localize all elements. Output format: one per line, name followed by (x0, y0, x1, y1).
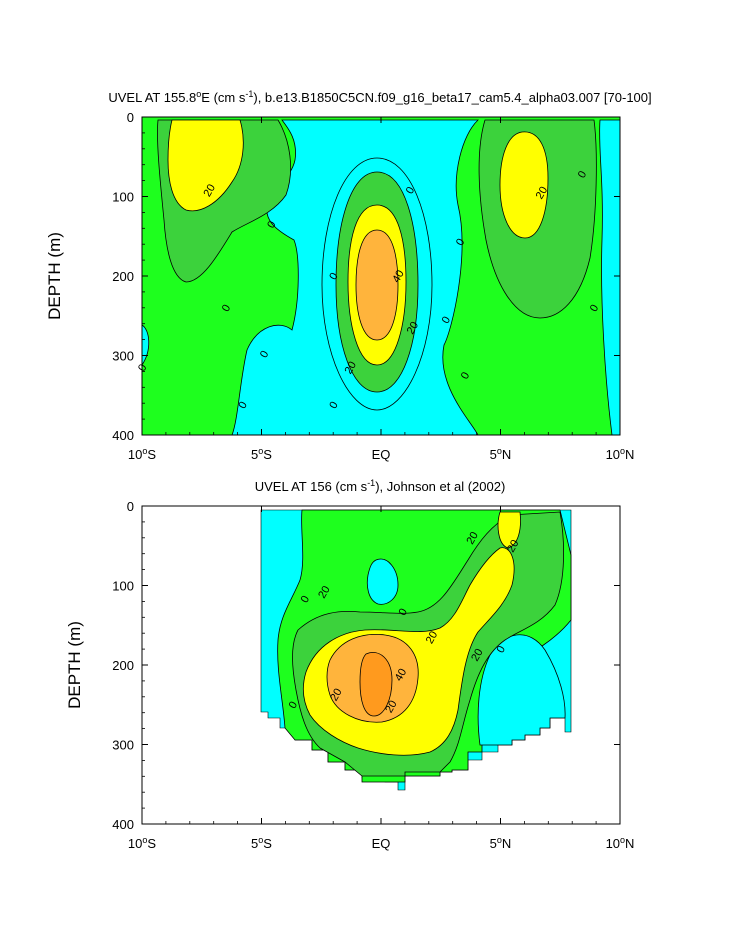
y-tick-label: 100 (112, 579, 134, 594)
contour-label: 0 (459, 370, 472, 381)
field-30-west (167, 119, 244, 212)
panel-model-plot: 20 0 0 0 0 0 0 0 0 40 20 20 0 0 0 20 0 0 (136, 117, 621, 436)
field-30-east (499, 131, 549, 239)
contour-label: 0 (397, 607, 410, 618)
contour-label: 20 (464, 530, 481, 547)
contour-label: 0 (220, 303, 233, 314)
contour-labels-obs: 20 0 0 20 40 20 20 20 0 20 20 0 (287, 530, 522, 715)
contour-label: 0 (576, 169, 589, 180)
x-tick-label: 10oN (606, 835, 635, 851)
x-axis-model: 10oS 5oS EQ 5oN 10oN (128, 117, 635, 462)
y-tick-label: 300 (112, 349, 134, 364)
x-tick-label: 5oN (490, 835, 512, 851)
contour-label: 0 (258, 349, 271, 360)
y-tick-label: 400 (112, 817, 134, 832)
contour-label: 0 (136, 362, 149, 373)
panel-model: UVEL AT 155.8oE (cm s-1), b.e13.B1850C5C… (45, 89, 652, 462)
y-tick-label: 0 (127, 110, 134, 125)
x-tick-label: 5oS (251, 446, 272, 462)
contour-label: 0 (265, 219, 278, 230)
field-negative-east (599, 119, 621, 436)
contour-label: 0 (299, 594, 312, 605)
panel-model-ylabel: DEPTH (m) (45, 232, 64, 320)
x-tick-label: 10oS (128, 446, 156, 462)
obs-field-30-north (497, 511, 521, 549)
obs-negative-east (477, 634, 566, 746)
contour-label: 20 (534, 185, 551, 202)
x-tick-label: 5oN (490, 446, 512, 462)
contour-label: 20 (328, 687, 345, 704)
y-tick-label: 400 (112, 428, 134, 443)
panel-model-title: UVEL AT 155.8oE (cm s-1), b.e13.B1850C5C… (108, 89, 651, 105)
y-tick-label: 200 (112, 658, 134, 673)
contour-label: 20 (505, 538, 522, 555)
contour-label: 0 (404, 185, 417, 196)
contour-label: 20 (405, 320, 422, 337)
contour-label: 0 (440, 315, 453, 326)
contour-label: 20 (469, 647, 486, 664)
contour-label: 0 (327, 400, 340, 411)
panel-obs-title: UVEL AT 156 (cm s-1), Johnson et al (200… (255, 478, 506, 494)
y-tick-label: 200 (112, 269, 134, 284)
x-tick-label: 5oS (251, 835, 272, 851)
obs-field-50 (359, 652, 393, 717)
contour-label: 20 (316, 584, 333, 601)
y-tick-label: 300 (112, 738, 134, 753)
x-tick-label: EQ (372, 836, 391, 851)
y-tick-label: 0 (127, 499, 134, 514)
x-tick-label: 10oS (128, 835, 156, 851)
contour-label: 20 (383, 699, 400, 716)
panel-obs-ylabel: DEPTH (m) (65, 621, 84, 709)
y-tick-label: 100 (112, 190, 134, 205)
panel-obs: UVEL AT 156 (cm s-1), Johnson et al (200… (65, 478, 634, 851)
contour-label: 20 (424, 629, 441, 646)
obs-negative-north (366, 558, 399, 605)
contour-label: 20 (202, 182, 219, 199)
contour-label: 20 (343, 360, 360, 377)
contour-label: 0 (287, 700, 300, 711)
x-tick-label: EQ (372, 447, 391, 462)
field-40-equator (355, 229, 399, 341)
contour-label: 0 (327, 271, 340, 282)
x-tick-label: 10oN (606, 446, 635, 462)
contour-label: 0 (237, 400, 250, 411)
contour-label: 0 (588, 303, 601, 314)
contour-labels-model: 20 0 0 0 0 0 0 0 0 40 20 20 0 0 0 20 0 0 (136, 169, 601, 411)
x-axis-obs: 10oS 5oS EQ 5oN 10oN (128, 506, 635, 851)
contour-label: 40 (390, 268, 407, 285)
contour-label: 40 (393, 667, 410, 684)
panel-obs-plot: 20 0 0 20 40 20 20 20 0 20 20 0 (260, 509, 572, 791)
contour-label: 0 (454, 237, 467, 248)
contour-label: 0 (495, 644, 508, 655)
